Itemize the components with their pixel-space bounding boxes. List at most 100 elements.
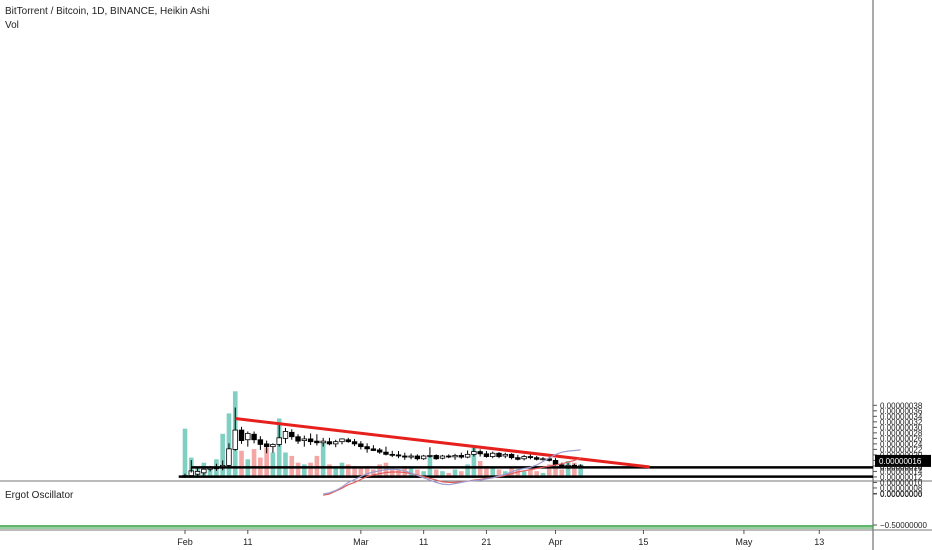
candle-body <box>540 458 546 461</box>
candle-body <box>295 436 301 442</box>
time-tick-label: Feb <box>177 537 193 547</box>
candle-body <box>533 457 540 460</box>
time-tick-label: Mar <box>353 537 369 547</box>
candle-body <box>194 471 201 475</box>
volume-bar <box>364 466 370 478</box>
candle-body <box>307 438 314 443</box>
oscillator-label: Ergot Oscillator <box>5 490 74 501</box>
price-tick-label: 0.00000026 <box>880 434 923 443</box>
candle-body <box>446 455 452 458</box>
axes: 0.000000060.000000080.000000100.00000012… <box>177 401 931 547</box>
volume-bar <box>578 464 583 478</box>
oscillator-line <box>323 457 581 496</box>
candle-body <box>439 455 446 459</box>
price-tick-label: 0.00000022 <box>880 445 923 454</box>
volume-bar <box>572 462 577 478</box>
candle-body <box>282 431 289 439</box>
candle-body <box>232 429 238 450</box>
volume-bar <box>389 467 395 478</box>
candle-body <box>389 453 395 456</box>
candle-body <box>414 455 421 460</box>
volume-bar <box>333 467 339 478</box>
candle-body <box>376 449 383 453</box>
price-tick-label: 0.00000032 <box>880 418 923 427</box>
candle-body <box>515 457 521 460</box>
volume-label: Vol <box>5 20 19 31</box>
volume-bar <box>490 467 496 478</box>
candle-body <box>471 451 477 455</box>
candle-body <box>257 439 264 445</box>
volume-bar <box>484 466 489 478</box>
price-tick-label: 0.00000010 <box>880 478 923 487</box>
candle-body <box>351 441 358 445</box>
volume-bar <box>440 471 445 478</box>
time-tick-label: 13 <box>814 537 824 547</box>
candle-body <box>238 429 245 441</box>
candle-body <box>270 444 276 448</box>
oscillator-pane <box>0 449 873 529</box>
candle-body <box>433 455 439 460</box>
candle-body <box>370 448 377 451</box>
time-tick-label: Apr <box>549 537 563 547</box>
volume-bar <box>251 449 257 478</box>
candle-body <box>226 448 232 466</box>
volume-bar <box>459 471 464 478</box>
candle-body <box>251 433 257 441</box>
volume-bar <box>565 461 571 478</box>
osc-tick-label: 0.00000000 <box>880 490 923 499</box>
volume-bar <box>559 469 565 478</box>
time-tick-label: May <box>735 537 753 547</box>
price-tick-label: 0.00000006 <box>880 489 923 498</box>
volume-bar <box>465 464 470 478</box>
volume-bar <box>295 462 301 478</box>
time-tick-label: 21 <box>481 537 491 547</box>
candle-body <box>358 443 364 448</box>
volume-bar <box>270 452 276 478</box>
osc-tick-label: −0.50000000 <box>880 521 927 530</box>
volume-bar <box>358 467 364 478</box>
volume-bar <box>396 469 401 478</box>
volume-bar <box>383 462 389 478</box>
candle-body <box>326 441 333 445</box>
volume-bar <box>509 467 514 478</box>
price-tick-label: 0.00000030 <box>880 423 923 432</box>
candle-body <box>402 455 408 458</box>
current-price-tag <box>875 454 931 467</box>
candle-body <box>289 431 295 438</box>
volume-bar <box>276 418 282 478</box>
candle-body <box>383 451 389 455</box>
candle-body <box>301 438 308 441</box>
volume-bar <box>546 464 552 478</box>
price-tick-label: 0.00000028 <box>880 429 923 438</box>
volume-bar <box>327 464 332 478</box>
candle-body <box>245 433 251 441</box>
candle-body <box>201 468 207 474</box>
price-tick-label: 0.00000012 <box>880 473 923 482</box>
volume-bar <box>220 433 225 478</box>
candle-body <box>339 438 345 443</box>
price-tick-label: 0.00000014 <box>880 467 923 476</box>
volume-bar <box>471 447 477 478</box>
candle-body <box>464 453 471 458</box>
volume-bar <box>521 471 527 478</box>
candle-body <box>458 455 465 458</box>
volume-bar <box>207 467 213 478</box>
candle-body <box>263 443 270 448</box>
volume-bar <box>528 469 533 478</box>
current-price-label: 0.00000016 <box>879 457 922 466</box>
candle-body <box>333 441 339 445</box>
volume-bar <box>182 428 188 478</box>
time-tick-label: 15 <box>638 537 648 547</box>
price-tick-label: 0.00000024 <box>880 440 923 449</box>
candle-body <box>452 455 458 458</box>
volume-bar <box>553 467 558 478</box>
candle-body <box>420 455 427 460</box>
candle-body <box>527 456 534 459</box>
volume-bar <box>371 469 376 478</box>
volume-bar <box>302 464 307 478</box>
candle-body <box>408 455 414 458</box>
candle-body <box>521 456 527 460</box>
volume-bar <box>515 469 521 478</box>
candle-body <box>427 455 433 457</box>
